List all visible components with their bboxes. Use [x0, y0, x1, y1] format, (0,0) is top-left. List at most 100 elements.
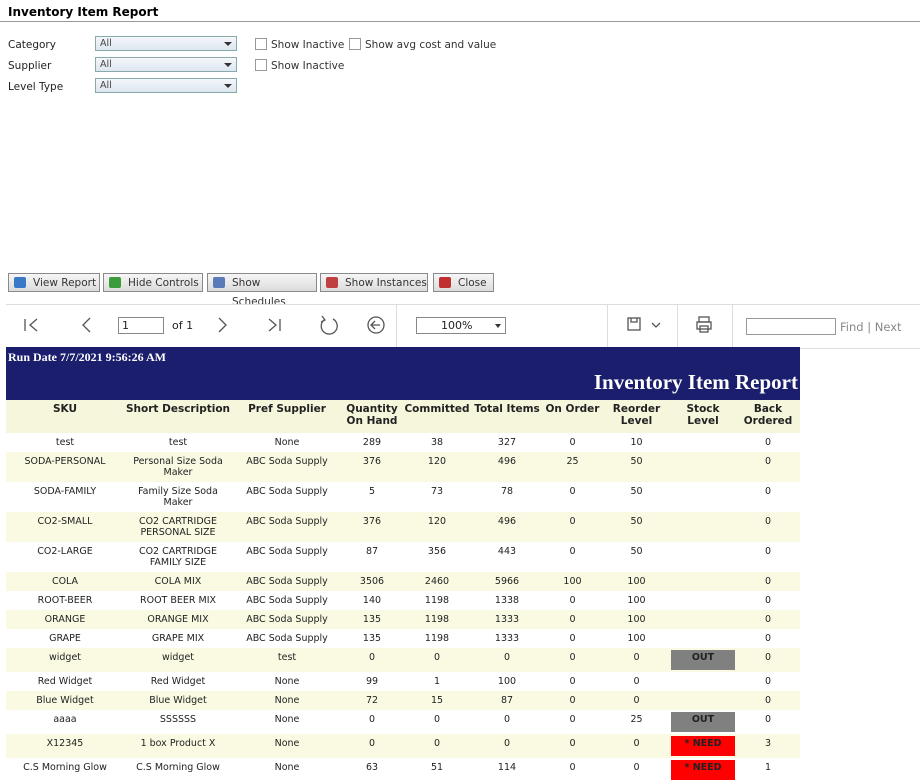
cell: CO2-LARGE — [37, 546, 93, 557]
cell: 50 — [603, 512, 670, 542]
column-header: Total Items — [472, 400, 542, 433]
filter-select[interactable]: All — [95, 57, 237, 72]
cell: 1333 — [472, 610, 542, 629]
report-row: GRAPE GRAPE MIX ABC Soda Supply 135 1198 1333… — [6, 629, 800, 648]
cell: 0 — [569, 676, 576, 687]
page-title: Inventory Item Report — [8, 5, 159, 19]
report-title: Inventory Item Report — [593, 370, 798, 394]
cell: Red Widget — [150, 676, 206, 687]
checkbox[interactable]: Show Inactive — [255, 59, 344, 72]
page-input[interactable]: 1 — [118, 317, 164, 334]
cell: 87 — [472, 691, 542, 710]
cell: ROOT-BEER — [37, 595, 93, 606]
button-icon — [439, 277, 451, 288]
cell: 120 — [402, 452, 472, 482]
cell: 2460 — [402, 572, 472, 591]
find-link[interactable]: Find — [840, 320, 864, 334]
cell: 99 — [365, 676, 379, 687]
cell: CO2-SMALL — [6, 512, 124, 542]
checkbox-box — [349, 38, 361, 50]
cell: 10 — [630, 437, 643, 448]
cell: 0 — [368, 714, 376, 725]
next-page[interactable] — [218, 317, 227, 333]
cell: ABC Soda Supply — [232, 512, 342, 542]
back[interactable] — [367, 316, 385, 334]
first-page[interactable] — [24, 318, 38, 332]
cell: 51 — [430, 762, 444, 773]
cell: ABC Soda Supply — [232, 610, 342, 629]
report-row: SODA-PERSONAL Personal Size Soda Maker ABC… — [6, 452, 800, 482]
stock-badge: * NEED — [671, 760, 735, 780]
refresh[interactable] — [320, 315, 338, 335]
cell: 0 — [569, 714, 576, 725]
report-row: Blue Widget Blue Widget None 72 15 87 0 0 0 — [6, 691, 800, 710]
next-link[interactable]: Next — [874, 320, 902, 334]
column-header: Stock Level — [670, 400, 736, 433]
stock-cell: OUT — [670, 710, 736, 734]
cell: 0 — [736, 452, 800, 482]
column-header: Quantity On Hand — [342, 400, 402, 433]
cell: 0 — [542, 512, 603, 542]
link-separator: | — [867, 320, 872, 334]
toolbar-button[interactable]: Hide Controls — [103, 273, 203, 292]
cell: 0 — [764, 714, 772, 725]
zoom-select[interactable]: 100% — [416, 317, 506, 334]
cell: 0 — [569, 762, 576, 773]
column-header: SKU — [6, 400, 124, 433]
print[interactable] — [698, 316, 710, 323]
cell: 3 — [736, 734, 800, 758]
empty-cell — [670, 542, 736, 572]
cell: 0 — [603, 734, 670, 758]
report: Run Date 7/7/2021 9:56:26 AM Inventory I… — [6, 347, 800, 782]
toolbar-button[interactable]: Show Schedules — [207, 273, 317, 308]
cell: Family Size Soda Maker — [138, 486, 218, 508]
cell: 0 — [764, 633, 772, 644]
cell: 327 — [497, 437, 517, 448]
checkbox[interactable]: Show Inactive — [255, 38, 344, 51]
cell: X12345 — [6, 734, 124, 758]
cell: 0 — [342, 648, 402, 672]
cell: CO2 CARTRIDGE FAMILY SIZE — [138, 546, 218, 568]
report-table: SKU Short Description Pref Supplier Quantit… — [6, 400, 800, 782]
cell: None — [232, 734, 342, 758]
title-rule — [0, 21, 920, 22]
cell: widget — [6, 648, 124, 672]
find-input[interactable] — [746, 318, 836, 335]
button-icon — [14, 277, 26, 288]
cell: 100 — [627, 633, 646, 644]
cell: 5 — [368, 486, 376, 497]
header-row: SKU Short Description Pref Supplier Quantit… — [6, 400, 800, 433]
cell: 0 — [633, 676, 640, 687]
cell: 1 — [764, 762, 772, 773]
stock-cell: * NEED — [670, 734, 736, 758]
empty-cell — [670, 672, 736, 691]
save[interactable] — [627, 317, 641, 331]
checkbox[interactable]: Show avg cost and value — [349, 38, 496, 51]
toolbar-button[interactable]: Show Instances — [320, 273, 428, 292]
last-page[interactable] — [268, 318, 281, 332]
cell: 0 — [569, 546, 576, 557]
zoom-value: 100% — [441, 319, 473, 332]
cell: ROOT BEER MIX — [139, 595, 217, 606]
report-row: SODA-FAMILY Family Size Soda Maker ABC Sod… — [6, 482, 800, 512]
cell: 0 — [764, 437, 772, 448]
filter-label: Category — [8, 39, 56, 51]
toolbar-button[interactable]: Close — [433, 273, 494, 292]
toolbar-button[interactable]: View Report — [8, 273, 100, 292]
filter-select[interactable]: All — [95, 78, 237, 93]
cell: None — [232, 691, 342, 710]
column-header: Pref Supplier — [232, 400, 342, 433]
toolbar-separator — [677, 304, 678, 347]
filter-select[interactable]: All — [95, 36, 237, 51]
stock-cell: * NEED — [670, 758, 736, 782]
stock-cell: OUT — [670, 648, 736, 672]
cell: test — [232, 648, 342, 672]
prev-page[interactable] — [82, 317, 91, 333]
cell: 0 — [342, 734, 402, 758]
cell: Blue Widget — [124, 691, 232, 710]
cell: COLA MIX — [124, 572, 232, 591]
cell: 0 — [542, 610, 603, 629]
cell: None — [274, 437, 300, 448]
report-row: COLA COLA MIX ABC Soda Supply 3506 2460 5966 1… — [6, 572, 800, 591]
